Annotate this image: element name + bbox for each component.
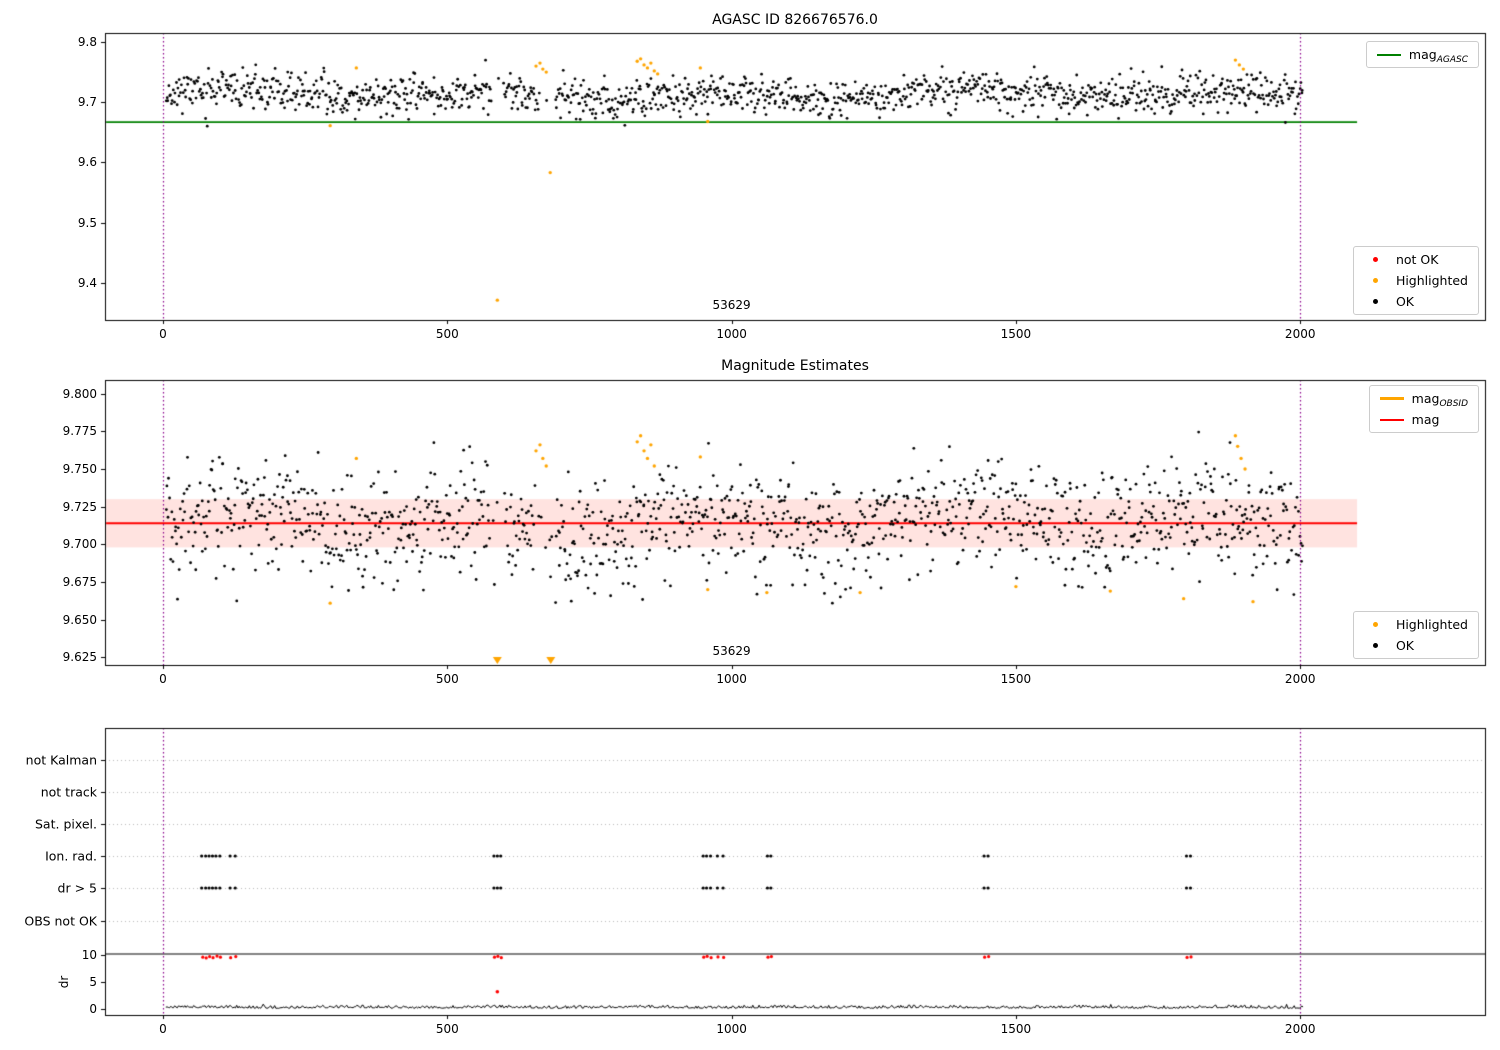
legend-label-not-ok: not OK <box>1395 252 1439 267</box>
legend-label-highlighted: Highlighted <box>1395 273 1468 288</box>
legend-mag-lines: magOBSID mag <box>1368 385 1479 433</box>
legend-entry-mag-agasc: magAGASC <box>1376 47 1468 65</box>
legend-entry-mag-obsid: magOBSID <box>1379 391 1468 409</box>
highlighted-marker-swatch <box>1373 278 1379 283</box>
legend-mag-agasc: magAGASC <box>1365 41 1479 68</box>
ok-marker-swatch <box>1373 643 1379 648</box>
ok-marker-swatch <box>1373 299 1379 304</box>
legend-entry-not-ok: not OK <box>1364 252 1468 267</box>
mag-obsid-line-swatch <box>1379 397 1404 400</box>
legend-entry-ok-mid: OK <box>1364 638 1468 653</box>
legend-label-mag-obsid: magOBSID <box>1411 391 1468 409</box>
mag-line-swatch <box>1379 418 1404 421</box>
legend-label-mag: mag <box>1411 412 1440 427</box>
plot-title-agasc: AGASC ID 826676576.0 <box>712 12 878 28</box>
highlighted-marker-swatch <box>1373 622 1379 627</box>
legend-entry-highlighted: Highlighted <box>1364 273 1468 288</box>
mag-agasc-line-swatch <box>1376 53 1401 56</box>
legend-entry-ok: OK <box>1364 294 1468 309</box>
legend-label-ok-mid: OK <box>1395 638 1414 653</box>
legend-entry-mag: mag <box>1379 412 1468 427</box>
legend-markers-top-plot: not OK Highlighted OK <box>1352 246 1479 315</box>
legend-label-highlighted-mid: Highlighted <box>1395 617 1468 632</box>
not-ok-marker-swatch <box>1373 257 1379 262</box>
legend-label-ok: OK <box>1395 294 1414 309</box>
legend-markers-middle-plot: Highlighted OK <box>1352 611 1479 659</box>
legend-label-mag-agasc: magAGASC <box>1408 47 1468 65</box>
legend-entry-highlighted-mid: Highlighted <box>1364 617 1468 632</box>
plot-title-magnitude-estimates: Magnitude Estimates <box>721 358 869 374</box>
